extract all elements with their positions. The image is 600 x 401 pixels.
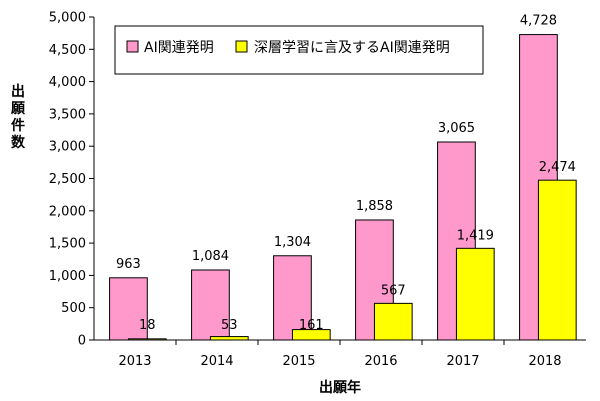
x-tick-label: 2016 <box>364 354 397 369</box>
bar-deep-learning <box>209 336 249 341</box>
data-label-deep-learning: 161 <box>299 318 324 333</box>
data-label-ai-related: 1,858 <box>356 199 393 214</box>
bar-deep-learning <box>455 247 495 341</box>
data-label-deep-learning: 567 <box>381 283 406 298</box>
bar-ai-related <box>109 277 148 341</box>
x-tick-label: 2017 <box>446 354 479 369</box>
legend: AI関連発明 深層学習に言及するAI関連発明 <box>114 25 484 75</box>
x-tick-label: 2015 <box>282 354 315 369</box>
data-label-deep-learning: 1,419 <box>457 228 494 243</box>
x-tick-label: 2018 <box>528 354 561 369</box>
y-tick-label: 2,500 <box>49 172 86 187</box>
bar-ai-related <box>273 255 312 341</box>
y-axis-title-char: 出 <box>11 83 25 100</box>
bar-deep-learning <box>373 302 413 341</box>
y-tick-label: 1,000 <box>49 269 86 284</box>
y-axis-title-char: 数 <box>11 134 26 151</box>
data-label-ai-related: 963 <box>116 257 141 272</box>
legend-label: 深層学習に言及するAI関連発明 <box>254 40 450 56</box>
bar-ai-related <box>191 269 230 341</box>
y-tick-label: 3,500 <box>49 107 86 122</box>
data-label-deep-learning: 2,474 <box>539 160 576 175</box>
y-axis-title-char: 願 <box>11 101 26 117</box>
x-tick-label: 2013 <box>118 354 151 369</box>
legend-box <box>114 25 484 75</box>
legend-swatch <box>235 40 248 53</box>
bar-deep-learning <box>537 179 577 341</box>
y-tick-label: 3,000 <box>49 140 86 155</box>
data-label-deep-learning: 53 <box>221 318 238 333</box>
x-axis-ticks: 2013 2014 2015 2016 2017 2018 <box>118 340 562 369</box>
y-axis-ticks: 0 500 1,000 1,500 2,000 2,500 3,000 3,500 4,000 4… <box>49 11 94 349</box>
y-tick-label: 500 <box>61 301 86 316</box>
y-axis-title-char: 件 <box>11 117 25 134</box>
y-tick-label: 0 <box>78 334 86 349</box>
y-tick-label: 1,500 <box>49 237 86 252</box>
data-label-deep-learning: 18 <box>139 318 156 333</box>
x-tick-label: 2014 <box>200 354 233 369</box>
legend-swatch <box>126 40 139 53</box>
data-label-ai-related: 3,065 <box>438 121 475 136</box>
y-tick-label: 5,000 <box>49 11 86 26</box>
y-tick-label: 4,500 <box>49 43 86 58</box>
data-label-ai-related: 1,304 <box>274 235 311 250</box>
bars <box>109 34 577 341</box>
legend-label: AI関連発明 <box>144 40 214 56</box>
data-label-ai-related: 4,728 <box>520 14 557 29</box>
data-labels: 963 18 1,084 53 1,304 161 1,858 567 3,065 1,419 4,… <box>116 14 576 333</box>
x-axis-title: 出願年 <box>319 379 361 396</box>
y-tick-label: 4,000 <box>49 75 86 90</box>
data-label-ai-related: 1,084 <box>192 249 229 264</box>
y-tick-label: 2,000 <box>49 204 86 219</box>
